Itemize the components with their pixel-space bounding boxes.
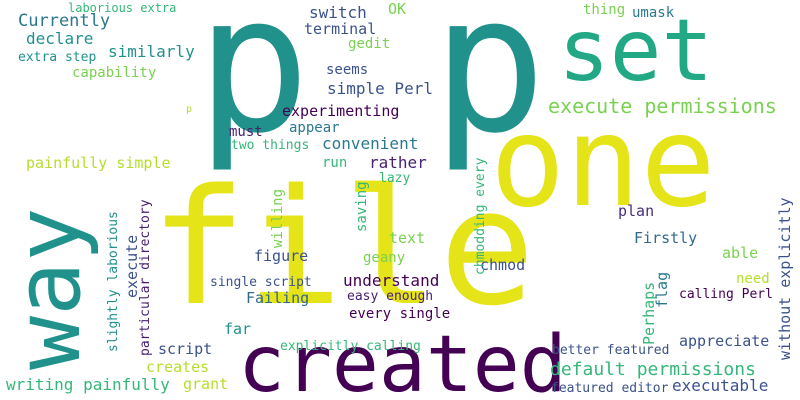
word: featured editor xyxy=(551,382,668,395)
word: created xyxy=(238,326,567,400)
word: seems xyxy=(326,63,368,77)
word: calling Perl xyxy=(679,288,773,301)
word: Firstly xyxy=(634,231,697,246)
word: p xyxy=(186,105,192,115)
word: painfully simple xyxy=(26,156,171,171)
word: Failing xyxy=(246,291,309,306)
word: way xyxy=(4,207,94,370)
word: geany xyxy=(363,251,405,265)
word: slightly laborious xyxy=(107,211,120,352)
word: execute permissions xyxy=(548,96,777,116)
word: appreciate xyxy=(679,334,769,349)
word: convenient xyxy=(322,136,418,152)
word: executable xyxy=(672,378,768,394)
word: run xyxy=(322,156,347,170)
word: declare xyxy=(26,31,93,47)
word: saving xyxy=(355,181,369,232)
word: two things xyxy=(231,139,309,152)
word: without explicitly xyxy=(778,197,793,360)
word: must xyxy=(229,125,263,139)
word: terminal xyxy=(304,22,376,37)
word: understand xyxy=(343,273,439,289)
word: single script xyxy=(210,276,312,289)
word: plan xyxy=(618,204,654,219)
word: OK xyxy=(388,2,406,17)
word: extra step xyxy=(18,51,96,64)
word: figure xyxy=(254,249,308,264)
word: better featured xyxy=(552,344,669,357)
word: grant xyxy=(183,377,228,392)
word: able xyxy=(722,246,758,261)
word: switch xyxy=(309,5,367,21)
word: willing xyxy=(271,189,285,248)
word: far xyxy=(224,322,251,337)
word: execute xyxy=(125,235,140,298)
word: thing xyxy=(583,3,625,17)
word: rather xyxy=(369,155,427,171)
word: creates xyxy=(146,360,209,375)
word: text xyxy=(389,231,425,246)
word: appear xyxy=(289,121,340,135)
word: experimenting xyxy=(282,104,399,119)
word: chmodding every xyxy=(474,158,487,275)
word: every single xyxy=(349,307,450,321)
word: capability xyxy=(72,66,156,80)
word: writing painfully xyxy=(6,377,170,393)
word: lazy xyxy=(379,172,410,185)
word: need xyxy=(736,272,770,286)
word: simple Perl xyxy=(327,81,433,97)
word: easy enough xyxy=(347,290,433,303)
word: umask xyxy=(632,6,674,20)
word: gedit xyxy=(348,37,390,51)
word: explicitly calling xyxy=(280,340,421,353)
word: flag xyxy=(655,272,670,308)
word: similarly xyxy=(108,44,195,60)
word: script xyxy=(158,342,212,357)
word: Currently xyxy=(18,13,110,30)
